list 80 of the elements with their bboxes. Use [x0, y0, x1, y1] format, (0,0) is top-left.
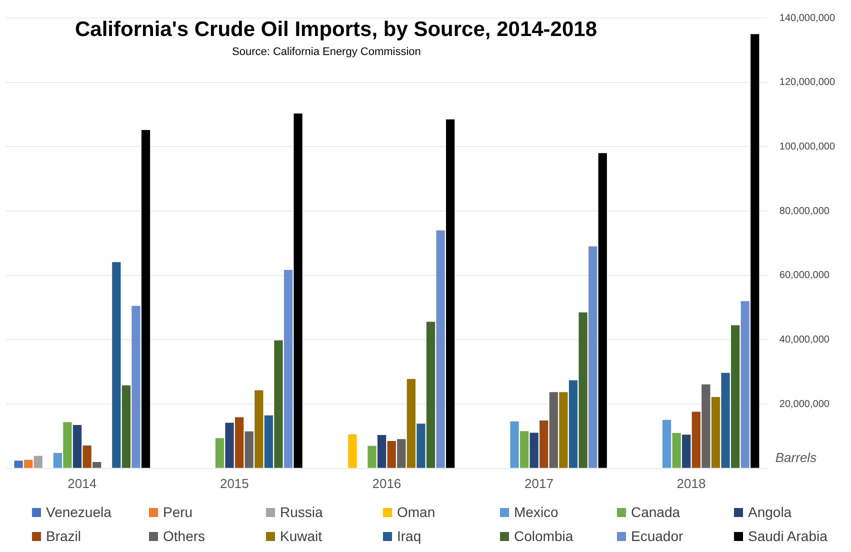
x-tick-label: 2018 — [676, 476, 706, 491]
bar — [750, 34, 760, 468]
bar — [510, 421, 519, 468]
bar — [141, 130, 150, 468]
x-tick-label: 2017 — [524, 476, 554, 491]
bar — [568, 380, 578, 468]
bar — [662, 420, 672, 468]
bar — [63, 422, 72, 468]
bar — [436, 230, 445, 468]
legend-label: Oman — [396, 504, 436, 520]
bar — [24, 460, 33, 468]
bar — [274, 340, 283, 468]
legend-label: Iraq — [396, 528, 422, 544]
y-tick-label: 80,000,000 — [779, 206, 830, 217]
bar — [368, 446, 376, 468]
bar — [598, 153, 607, 468]
legend-label: Mexico — [513, 504, 560, 520]
legend-label: Saudi Arabia — [747, 528, 828, 544]
bar — [244, 431, 254, 468]
bar — [692, 412, 700, 468]
bar — [711, 396, 720, 468]
x-tick-label: 2016 — [372, 476, 402, 491]
bar — [284, 270, 293, 468]
bar — [235, 417, 244, 468]
bar — [559, 392, 568, 468]
bar — [122, 385, 130, 468]
bar — [112, 262, 121, 468]
legend-label: Russia — [279, 504, 324, 520]
bar — [406, 378, 416, 468]
y-tick-label: 120,000,000 — [779, 77, 836, 88]
legend-label: Kuwait — [279, 528, 324, 544]
bar — [578, 312, 588, 468]
bar — [387, 441, 396, 468]
bar — [740, 301, 750, 468]
bar — [588, 246, 598, 468]
text: Source: California Energy Commission — [232, 46, 421, 58]
bar — [254, 390, 264, 468]
legend-label: Canada — [630, 504, 682, 520]
legend-label: Colombia — [513, 528, 574, 544]
bar — [34, 456, 42, 468]
bar — [702, 384, 710, 468]
bar — [721, 372, 730, 468]
y-axis-title: Barrels — [775, 450, 818, 466]
x-tick-label: 2015 — [220, 476, 249, 491]
y-tick-label: 60,000,000 — [779, 270, 830, 282]
bar — [215, 438, 224, 468]
legend-label: Venezuela — [45, 504, 112, 520]
y-tick-label: 20,000,000 — [779, 398, 830, 410]
legend-label: Peru — [162, 504, 194, 520]
bar — [530, 432, 538, 468]
bar — [14, 460, 23, 468]
bar — [446, 119, 455, 468]
bar — [82, 446, 92, 468]
bar — [377, 434, 386, 468]
bar — [132, 306, 140, 468]
bar — [294, 114, 302, 468]
bar — [520, 431, 529, 468]
legend-label: Others — [162, 528, 206, 544]
bar — [426, 322, 436, 468]
bar — [53, 452, 62, 468]
bar — [225, 422, 234, 468]
bar — [416, 424, 426, 468]
bar — [264, 415, 273, 468]
y-tick-label: 140,000,000 — [779, 12, 836, 24]
y-tick-label: 100,000,000 — [779, 141, 836, 152]
bar — [72, 424, 82, 468]
chart-title: California's Crude Oil Imports, by Source, 2014-2018 — [75, 18, 598, 41]
bar — [682, 434, 691, 468]
bar — [540, 420, 548, 468]
y-tick-label: 40,000,000 — [779, 334, 830, 346]
legend-label: Brazil — [45, 528, 82, 544]
bar — [672, 433, 681, 468]
bar — [92, 462, 102, 468]
x-tick-label: 2014 — [68, 476, 97, 491]
legend-label: Angola — [747, 504, 793, 520]
bar — [730, 325, 740, 468]
bar — [397, 439, 406, 468]
bar — [348, 434, 357, 468]
bar — [549, 392, 558, 468]
legend-label: Ecuador — [630, 528, 684, 544]
